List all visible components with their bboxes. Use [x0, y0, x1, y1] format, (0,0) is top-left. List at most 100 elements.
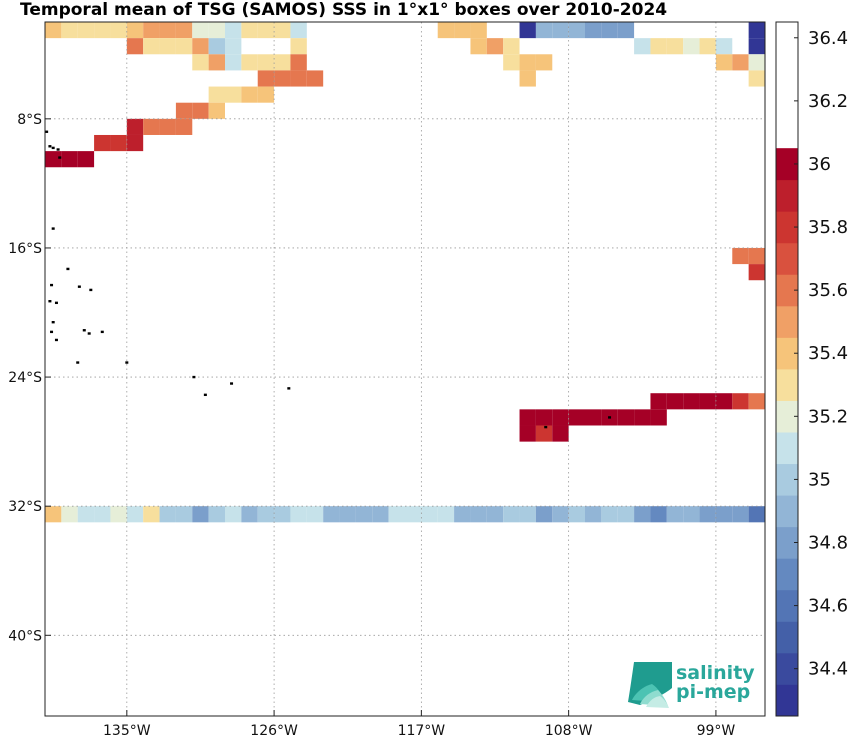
sss-cell [175, 506, 193, 523]
island-mark [76, 361, 80, 364]
grid-layer [45, 22, 765, 716]
sss-cell [634, 506, 651, 523]
sss-cell [77, 506, 95, 523]
sss-cell [535, 425, 553, 442]
sss-cell [126, 118, 144, 135]
sss-cell [585, 22, 602, 39]
sss-cell [175, 22, 193, 39]
sss-cell [617, 22, 635, 39]
sss-cell [159, 22, 176, 39]
y-tick-label: 24°S [8, 370, 42, 386]
sss-cell [503, 506, 520, 523]
sss-cell [748, 38, 765, 55]
sss-cell [306, 70, 324, 87]
logo-line1: salinity [676, 662, 755, 684]
colorbar-swatch [776, 432, 798, 465]
island-mark [51, 320, 55, 324]
sss-cell [290, 38, 307, 55]
colorbar-swatch [776, 400, 798, 433]
sss-cell [519, 409, 536, 426]
sss-cell [437, 22, 455, 39]
x-axis-ticks: 135°W 126°W 117°W 108°W 99°W [103, 710, 735, 739]
sss-cell [208, 22, 225, 39]
sss-cell [732, 506, 749, 523]
colorbar-swatch [776, 369, 798, 401]
sss-cell [159, 118, 176, 135]
colorbar-swatch [776, 526, 798, 559]
island-mark [50, 330, 54, 334]
colorbar-swatch [776, 211, 798, 244]
logo-line2: pi-mep [676, 681, 750, 703]
sss-cell [192, 54, 209, 71]
sss-cell [650, 393, 667, 410]
sss-cell [143, 118, 160, 135]
sss-cell [519, 22, 536, 39]
sss-cell [290, 22, 307, 39]
sss-cell [748, 506, 765, 523]
y-tick-label: 32°S [8, 499, 42, 515]
sss-cell [634, 38, 651, 55]
sss-cell [126, 22, 144, 39]
sss-cell [339, 506, 356, 523]
colorbar-swatch [776, 148, 798, 181]
sss-cell [290, 54, 307, 71]
sss-cell [77, 22, 95, 39]
sss-cell [732, 393, 749, 410]
sss-cell [323, 506, 340, 523]
island-mark [45, 130, 49, 133]
sss-cell [61, 22, 78, 39]
sss-cell [699, 38, 716, 55]
colorbar: 34.4 34.6 34.8 35 35.2 35.4 35.6 35.8 36 36.2 36.4 [775, 21, 848, 717]
sss-cell [143, 506, 160, 523]
sss-cell [257, 54, 275, 71]
colorbar-swatch [776, 305, 798, 338]
sss-cell [535, 54, 553, 71]
sss-cell [274, 54, 291, 71]
sss-cell [126, 134, 144, 152]
sss-cell [192, 506, 209, 523]
island-mark [82, 329, 86, 332]
x-tick-label: 126°W [250, 723, 298, 739]
sss-cell [470, 22, 487, 39]
sss-cell [405, 506, 422, 523]
island-mark [89, 288, 93, 292]
colorbar-tick-label: 35.2 [808, 406, 848, 427]
colorbar-swatch [776, 621, 798, 654]
y-tick-label: 40°S [8, 628, 42, 644]
sss-cell [617, 506, 635, 523]
sss-cell [634, 409, 651, 426]
colorbar-tick-label: 34.4 [808, 659, 848, 680]
sss-cell [486, 38, 504, 55]
x-tick-label: 135°W [103, 723, 151, 739]
map-frame [44, 21, 766, 717]
sss-cell [454, 506, 471, 523]
island-mark [58, 156, 62, 159]
sss-cell [306, 506, 324, 523]
x-tick-label: 108°W [545, 723, 593, 739]
sss-cell [748, 22, 765, 39]
y-tick-label: 16°S [8, 241, 42, 257]
sss-cell [241, 22, 258, 39]
island-mark [54, 338, 58, 342]
colorbar-swatch [776, 495, 798, 528]
colorbar-swatch [776, 179, 798, 212]
sss-cell [748, 70, 765, 87]
sss-cell [225, 22, 242, 39]
wave-logo-icon [628, 662, 672, 708]
colorbar-swatch [776, 589, 798, 622]
sss-cell [274, 22, 291, 39]
sss-cell [61, 151, 78, 168]
island-mark [48, 300, 52, 303]
sss-cell [568, 409, 585, 426]
sss-cell [666, 38, 684, 55]
island-mark [100, 330, 104, 334]
sss-cell [257, 22, 275, 39]
islands-layer [45, 130, 612, 429]
colorbar-frame [775, 21, 799, 717]
island-mark [50, 283, 54, 287]
sss-cell [208, 38, 225, 55]
sss-cell [470, 506, 487, 523]
colorbar-tick-label: 36.4 [808, 28, 848, 49]
island-mark [192, 375, 196, 379]
